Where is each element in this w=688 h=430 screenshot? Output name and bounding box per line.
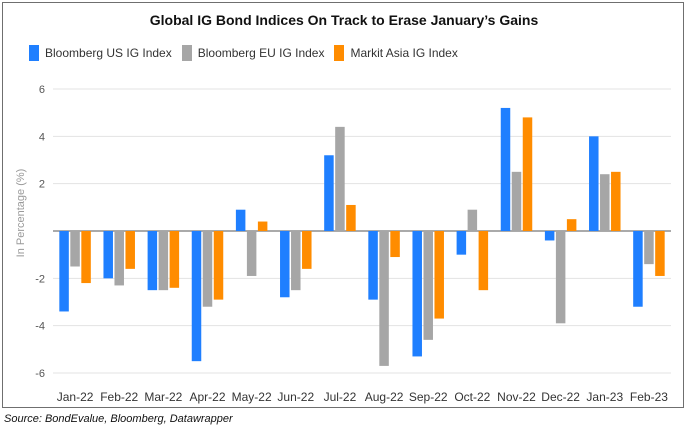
bar-us xyxy=(633,231,643,307)
bar-us xyxy=(456,231,467,255)
legend-swatch-us xyxy=(29,45,39,61)
bar-eu xyxy=(467,209,478,231)
bar-us xyxy=(324,155,334,231)
x-tick-label: Dec-22 xyxy=(541,390,580,404)
legend-swatch-asia xyxy=(334,45,345,61)
y-tick-label: -2 xyxy=(35,273,45,285)
legend-swatch-eu xyxy=(181,45,192,61)
x-tick-label: Jan-23 xyxy=(586,390,623,404)
x-tick-label: May-22 xyxy=(232,390,272,404)
grid-layer xyxy=(53,88,671,374)
x-tick-label: Jul-22 xyxy=(324,390,357,404)
bar-asia xyxy=(390,231,400,258)
chart-legend: Bloomberg US IG Index Bloomberg EU IG In… xyxy=(29,45,468,61)
bar-asia xyxy=(302,231,312,269)
bar-asia xyxy=(257,221,268,231)
bar-asia xyxy=(566,219,577,231)
y-tick-label: 6 xyxy=(39,84,45,96)
bar-asia xyxy=(81,231,91,284)
bar-eu xyxy=(600,174,610,231)
y-tick-label: 4 xyxy=(39,131,45,143)
y-tick-label: -6 xyxy=(35,368,45,380)
axis-layer: 6 4 2 -2 -4 -6 Jan-22 Feb-22 Mar-22 Apr-22 May-22 J… xyxy=(35,84,668,404)
legend-label-eu: Bloomberg EU IG Index xyxy=(197,46,325,60)
bar-eu xyxy=(158,231,169,291)
legend-item-asia: Markit Asia IG Index xyxy=(334,45,458,61)
bar-us xyxy=(147,231,158,291)
bar-eu xyxy=(555,231,566,324)
bar-asia xyxy=(213,231,224,300)
y-tick-label: 2 xyxy=(39,179,45,191)
bar-eu xyxy=(291,231,301,291)
bar-eu xyxy=(511,171,522,231)
chart-title: Global IG Bond Indices On Track to Erase… xyxy=(149,12,539,28)
bar-asia xyxy=(478,231,489,291)
bar-chart: 6 4 2 -2 -4 -6 Jan-22 Feb-22 Mar-22 Apr-22 May-22 J… xyxy=(15,84,671,404)
x-tick-label: Jan-22 xyxy=(57,390,94,404)
legend-item-us: Bloomberg US IG Index xyxy=(29,45,172,61)
source-note: Source: BondEvalue, Bloomberg, Datawrapp… xyxy=(4,413,233,425)
bar-us xyxy=(191,231,202,362)
bar-us xyxy=(280,231,290,298)
bar-us xyxy=(235,209,246,231)
legend-label-asia: Markit Asia IG Index xyxy=(350,46,458,60)
bar-eu xyxy=(246,231,257,276)
bar-asia xyxy=(522,117,533,231)
bar-us xyxy=(59,231,69,312)
bar-eu xyxy=(202,231,213,307)
bar-eu xyxy=(423,231,433,340)
x-tick-label: Jun-22 xyxy=(277,390,314,404)
chart-frame: Global IG Bond Indices On Track to Erase… xyxy=(2,2,684,408)
bar-us xyxy=(412,231,422,357)
bar-us xyxy=(103,231,113,279)
bar-us xyxy=(368,231,378,300)
x-tick-label: Feb-22 xyxy=(100,390,138,404)
bar-asia xyxy=(125,231,135,269)
y-tick-label: -4 xyxy=(35,321,45,333)
x-tick-label: Mar-22 xyxy=(144,390,182,404)
x-tick-label: Sep-22 xyxy=(409,390,448,404)
bar-asia xyxy=(346,204,356,231)
bar-eu xyxy=(114,231,124,286)
y-axis-label: In Percentage (%) xyxy=(15,169,27,258)
x-tick-label: Nov-22 xyxy=(497,390,536,404)
x-tick-label: Feb-23 xyxy=(630,390,668,404)
bar-us xyxy=(544,231,555,241)
bar-eu xyxy=(335,126,345,231)
bar-us xyxy=(589,136,599,231)
legend-label-us: Bloomberg US IG Index xyxy=(45,46,172,60)
x-tick-label: Oct-22 xyxy=(454,390,490,404)
x-tick-label: Aug-22 xyxy=(365,390,404,404)
bar-asia xyxy=(169,231,180,288)
bar-layer xyxy=(59,107,665,366)
bar-us xyxy=(500,107,511,231)
legend-item-eu: Bloomberg EU IG Index xyxy=(181,45,325,61)
bar-eu xyxy=(644,231,654,265)
bar-asia xyxy=(655,231,665,276)
bar-asia xyxy=(611,171,621,231)
bar-eu xyxy=(70,231,80,267)
bar-eu xyxy=(379,231,389,366)
bar-asia xyxy=(434,231,444,319)
x-tick-label: Apr-22 xyxy=(189,390,225,404)
